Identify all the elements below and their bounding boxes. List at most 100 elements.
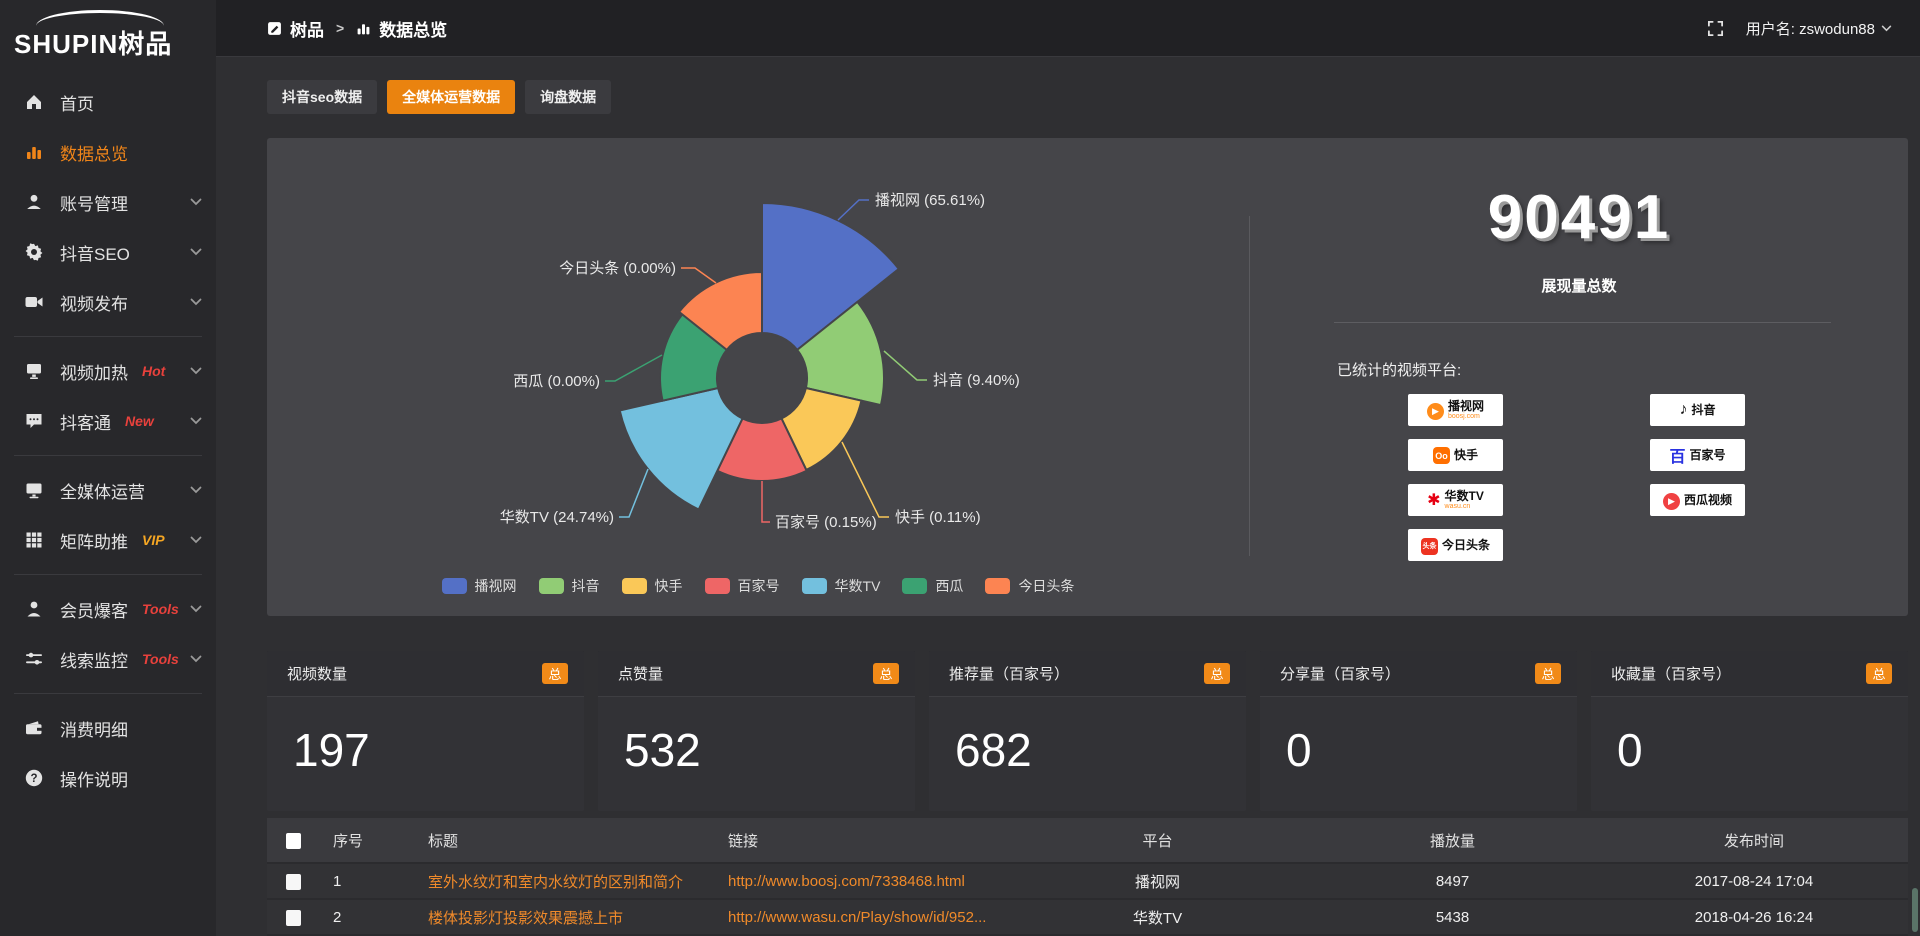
total-badge[interactable]: 总 (873, 663, 899, 684)
cell-time: 2017-08-24 17:04 (1600, 862, 1908, 898)
legend-item-西瓜[interactable]: 西瓜 (902, 576, 963, 596)
pie-slice-label: 今日头条 (0.00%) (559, 260, 676, 277)
vertical-divider (1249, 216, 1250, 556)
cell-link[interactable]: http://www.wasu.cn/Play/show/id/952... (715, 898, 1010, 934)
platform-badge-西瓜视频[interactable]: ▶ 西瓜视频 (1650, 484, 1745, 516)
pie-slice-华数TV[interactable] (618, 386, 744, 511)
svg-text:?: ? (30, 773, 37, 785)
cell-title[interactable]: 室外水纹灯和室内水纹灯的区别和简介 (415, 862, 715, 898)
stat-card-收藏量（百家号）: 收藏量（百家号） 总 0 (1591, 651, 1908, 811)
douyin-logo: ♪ (1679, 401, 1688, 418)
chevron-down-icon (190, 536, 202, 544)
sidebar-item-操作说明[interactable]: ? 操作说明 (0, 753, 216, 803)
sidebar-item-label: 视频加热 (60, 363, 128, 383)
pie-slice-播视网[interactable] (761, 201, 901, 352)
chevron-down-icon (190, 198, 202, 206)
platform-badge-播视网[interactable]: ▶ 播视网 boosj.com (1408, 394, 1503, 426)
tab-全媒体运营数据[interactable]: 全媒体运营数据 (387, 80, 516, 114)
sidebar-item-视频发布[interactable]: 视频发布 (0, 277, 216, 327)
total-badge[interactable]: 总 (1535, 663, 1561, 684)
sidebar-item-消费明细[interactable]: 消费明细 (0, 703, 216, 753)
legend-item-快手[interactable]: 快手 (621, 576, 683, 596)
breadcrumb-item-brand[interactable]: 树品 (290, 20, 324, 40)
breadcrumb-item-page[interactable]: 数据总览 (379, 20, 448, 40)
chevron-down-icon (1881, 25, 1892, 32)
chevron-down-icon (190, 417, 202, 425)
chevron-down-icon (190, 298, 202, 306)
cell-platform: 华数TV (1010, 898, 1305, 934)
legend-swatch (704, 578, 730, 594)
legend-label: 百家号 (737, 578, 780, 594)
cell-platform (1010, 934, 1305, 936)
sidebar-item-全媒体运营[interactable]: 全媒体运营 (0, 465, 216, 515)
select-all-checkbox[interactable] (286, 832, 301, 849)
sidebar-item-账号管理[interactable]: 账号管理 (0, 177, 216, 227)
stat-card-value: 0 (1286, 724, 1312, 776)
sidebar-item-tag: Tools (142, 601, 179, 617)
legend-item-播视网[interactable]: 播视网 (441, 576, 517, 596)
impressions-total-label: 展现量总数 (1541, 278, 1617, 295)
legend-item-华数TV[interactable]: 华数TV (801, 576, 880, 596)
chevron-down-icon (190, 486, 202, 494)
platform-badge-华数TV[interactable]: ✱ 华数TV wasu.cn (1408, 484, 1503, 516)
cell-title[interactable]: 楼体投影灯投影效果震撼上市 (415, 898, 715, 934)
menu-divider (14, 693, 202, 694)
videos-table: 序号 标题 链接 平台 播放量 发布时间 1 室外水纹灯和室内水纹灯的区别和简介 http:/… (267, 818, 1908, 936)
cell-link (715, 934, 1010, 936)
legend-item-百家号[interactable]: 百家号 (704, 576, 780, 596)
data-tabs: 抖音seo数据 全媒体运营数据 询盘数据 (267, 80, 1908, 114)
platform-badge-今日头条[interactable]: 头条 今日头条 (1408, 529, 1503, 561)
rose-pie-chart: 播视网 (65.61%) 抖音 (9.40%) 快手 (0.11%) 百家号 (0.1… (500, 192, 1020, 531)
label-leader-line (681, 267, 717, 284)
sidebar-item-首页[interactable]: 首页 (0, 77, 216, 127)
pie-slice-label: 华数TV (24.74%) (500, 509, 614, 526)
table-row (267, 934, 1908, 936)
legend-swatch (621, 578, 647, 594)
stat-card-value: 682 (955, 724, 1032, 776)
label-leader-line (883, 350, 927, 381)
scrollbar-thumb[interactable] (1912, 888, 1918, 932)
pie-slice-label: 快手 (0.11%) (895, 509, 981, 526)
user-menu[interactable]: 用户名: zswodun88 (1746, 18, 1892, 39)
row-checkbox[interactable] (286, 873, 301, 890)
platform-badge-快手[interactable]: Oo 快手 (1408, 439, 1503, 471)
pie-slice-今日头条[interactable] (677, 270, 763, 352)
legend-swatch (985, 578, 1011, 594)
platform-name: 快手 (1453, 447, 1478, 462)
legend-item-抖音[interactable]: 抖音 (538, 576, 600, 596)
total-badge[interactable]: 总 (1866, 663, 1892, 684)
pie-slice-抖音[interactable] (795, 300, 885, 407)
sidebar-item-视频加热[interactable]: 视频加热 Hot (0, 346, 216, 396)
user-icon (24, 192, 44, 212)
app-logo: SHUPIN树品 (0, 0, 216, 67)
sidebar-item-tag: Tools (142, 651, 179, 667)
select-all-header (267, 818, 320, 862)
platform-badge-百家号[interactable]: 百百家号 (1650, 439, 1745, 471)
chevron-down-icon (190, 367, 202, 375)
menu-divider (14, 336, 202, 337)
sidebar-item-数据总览[interactable]: 数据总览 (0, 127, 216, 177)
stat-cards: 视频数量总 197 点赞量总 532 推荐量（百家号）总 682 分享量（百家号）总 0 收藏量… (267, 651, 1908, 811)
stat-card-header: 分享量（百家号） 总 (1260, 651, 1577, 697)
sidebar-item-抖音SEO[interactable]: 抖音SEO (0, 227, 216, 277)
row-checkbox[interactable] (286, 909, 301, 926)
fullscreen-icon[interactable] (1707, 20, 1724, 37)
sidebar-item-矩阵助推[interactable]: 矩阵助推 VIP (0, 515, 216, 565)
tab-询盘数据[interactable]: 询盘数据 (525, 80, 612, 114)
total-badge[interactable]: 总 (1204, 663, 1230, 684)
stat-card-label: 收藏量（百家号） (1611, 666, 1732, 683)
sidebar-item-抖客通[interactable]: 抖客通 New (0, 396, 216, 446)
cell-link[interactable]: http://www.boosj.com/7338468.html (715, 862, 1010, 898)
legend-item-今日头条[interactable]: 今日头条 (985, 576, 1074, 596)
platform-badge-抖音[interactable]: ♪ 抖音 (1650, 394, 1745, 426)
sidebar-item-会员爆客[interactable]: 会员爆客 Tools (0, 584, 216, 634)
gear-icon (24, 242, 44, 262)
sidebar-menu: 首页 数据总览 账号管理 抖音SEO 视频发布视频加热 Hot 抖客通 New 全媒体运营 矩阵助… (0, 77, 216, 803)
platform-name: 播视网 (1447, 399, 1484, 414)
sidebar: SHUPIN树品 首页 数据总览 账号管理 抖音SEO 视频发布视频加热 Hot 抖客通 Ne… (0, 0, 216, 936)
tab-抖音seo数据[interactable]: 抖音seo数据 (267, 80, 378, 114)
pie-slice-label: 百家号 (0.15%) (775, 514, 877, 531)
sidebar-item-线索监控[interactable]: 线索监控 Tools (0, 634, 216, 684)
total-badge[interactable]: 总 (542, 663, 568, 684)
cell-time (1600, 934, 1908, 936)
